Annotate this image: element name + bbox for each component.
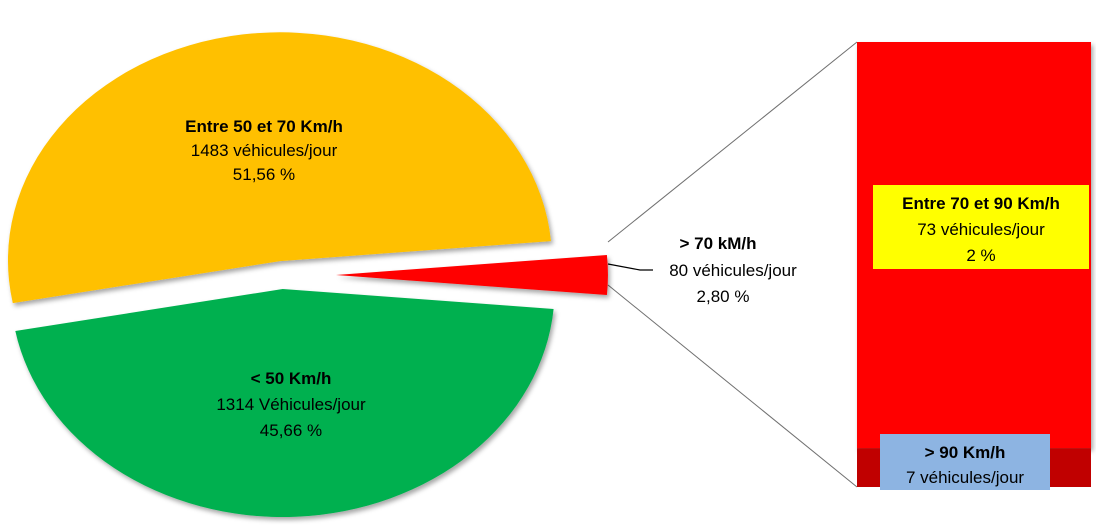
slice-label-percent-plus-70: 2,80 % [697,287,750,306]
label-box-plus-90 [880,434,1050,490]
slice-label-title-plus-70: > 70 kM/h [679,234,756,253]
label-box-entre-70-90 [873,185,1089,269]
bar-label-percent-entre-70-90: 2 % [966,246,995,265]
slice-label-count-plus-70: 80 véhicules/jour [669,261,797,280]
bar-label-title-plus-90: > 90 Km/h [925,443,1006,462]
leader-line-plus-70 [607,263,653,271]
slice-label-count-moins-50: 1314 Véhicules/jour [216,395,366,414]
bar-label-count-entre-70-90: 73 véhicules/jour [917,220,1045,239]
bar-label-count-plus-90: 7 véhicules/jour [906,468,1024,487]
connector-line-bottom [607,284,858,488]
connector-line-top [607,41,858,243]
slice-label-count-entre-50-70: 1483 véhicules/jour [191,141,338,160]
slice-label-title-moins-50: < 50 Km/h [251,369,332,388]
slice-label-title-entre-50-70: Entre 50 et 70 Km/h [185,117,343,136]
slice-label-percent-entre-50-70: 51,56 % [233,165,295,184]
pie-slice-moins-50 [15,289,554,518]
pie-slice-entre-50-70 [7,32,551,304]
pie-slice-plus-70 [336,255,608,295]
bar-label-title-entre-70-90: Entre 70 et 90 Km/h [902,194,1060,213]
slice-label-percent-moins-50: 45,66 % [260,421,322,440]
